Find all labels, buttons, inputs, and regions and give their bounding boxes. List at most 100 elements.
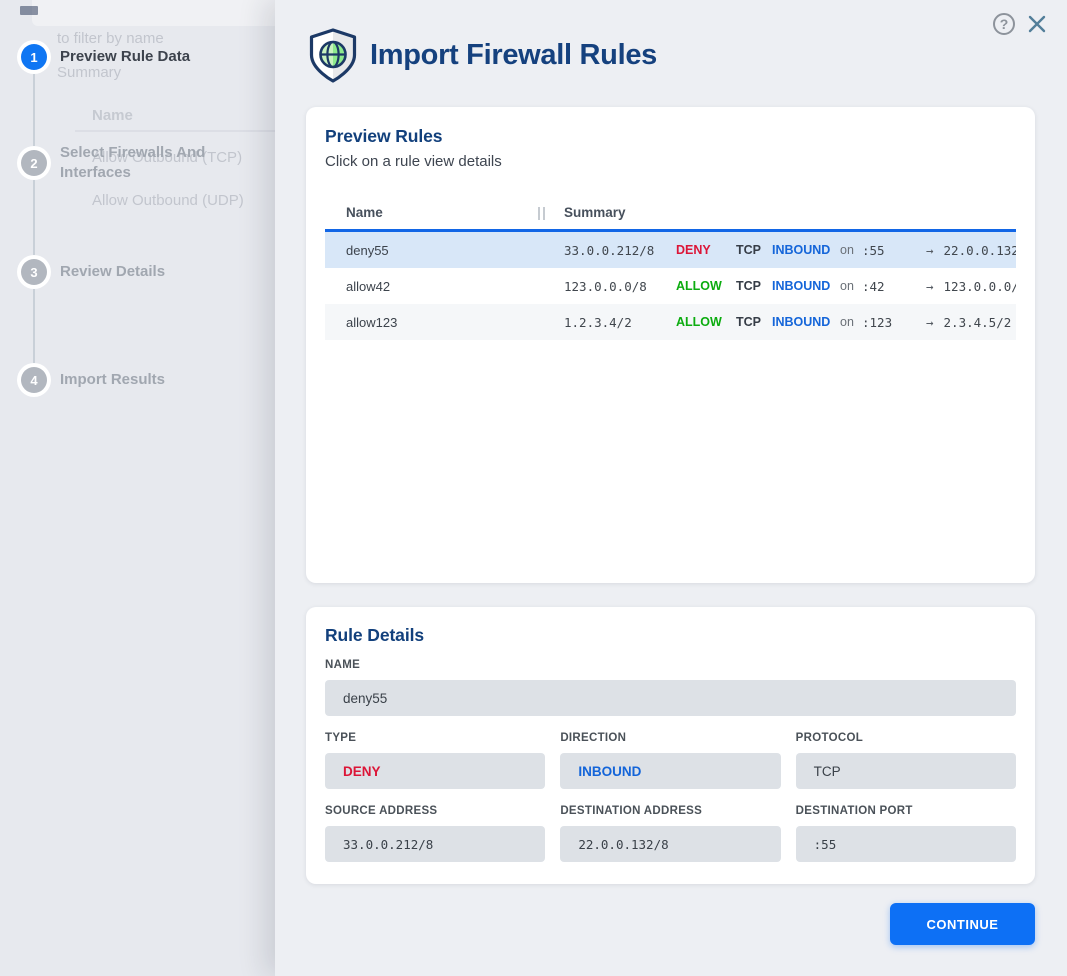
arrow-icon: → bbox=[926, 314, 934, 330]
column-header-name[interactable]: Name bbox=[346, 205, 564, 220]
background-row-allow-tcp: Allow Outbound (TCP) bbox=[92, 149, 243, 166]
step-import-results: 4 Import Results bbox=[21, 367, 165, 393]
summary-port: :123 bbox=[862, 314, 893, 330]
destination-port-field-group: DESTINATION PORT :55 bbox=[795, 789, 1016, 862]
summary-source: 123.0.0.0/8 bbox=[564, 278, 647, 294]
step-review-details: 3 Review Details bbox=[21, 259, 165, 285]
direction-field: INBOUND bbox=[560, 753, 781, 789]
summary-port: :55 bbox=[862, 242, 885, 258]
background-filter-hint: to filter by name bbox=[57, 30, 164, 47]
name-field: deny55 bbox=[325, 680, 1016, 716]
rule-row-allow42[interactable]: allow42 123.0.0.0/8 ALLOW TCP INBOUND on… bbox=[325, 268, 1016, 304]
summary-direction: INBOUND bbox=[772, 315, 831, 329]
protocol-field-label: PROTOCOL bbox=[795, 732, 864, 744]
step-select-firewalls: 2 Select Firewalls And Interfaces bbox=[21, 143, 232, 183]
summary-on-word: on bbox=[840, 243, 854, 257]
rule-name: allow123 bbox=[346, 314, 398, 330]
direction-field-label: DIRECTION bbox=[560, 732, 627, 744]
type-field: DENY bbox=[325, 753, 546, 789]
summary-action: DENY bbox=[676, 243, 711, 257]
type-field-label: TYPE bbox=[325, 732, 357, 744]
protocol-field-group: PROTOCOL TCP bbox=[795, 716, 1016, 789]
summary-destination: 123.0.0.0/8 bbox=[943, 278, 1016, 294]
modal-footer: CONTINUE bbox=[306, 903, 1035, 945]
modal-panel: ? bbox=[275, 0, 1067, 976]
background-card-edge bbox=[32, 0, 275, 26]
rule-row-deny55[interactable]: deny55 33.0.0.212/8 DENY TCP INBOUND on … bbox=[325, 232, 1016, 268]
rule-name: deny55 bbox=[346, 242, 389, 258]
close-icon[interactable] bbox=[1026, 13, 1048, 35]
step-1-indicator: 1 bbox=[21, 44, 47, 70]
help-icon[interactable]: ? bbox=[993, 13, 1015, 35]
details-grid-row-2: SOURCE ADDRESS 33.0.0.212/8 DESTINATION … bbox=[325, 789, 1016, 862]
column-header-summary[interactable]: Summary bbox=[564, 204, 626, 220]
rule-summary: 123.0.0.0/8 ALLOW TCP INBOUND on :42 → 1… bbox=[564, 279, 1016, 294]
preview-rules-card: Preview Rules Click on a rule view detai… bbox=[306, 107, 1035, 583]
direction-field-group: DIRECTION INBOUND bbox=[560, 716, 781, 789]
summary-direction: INBOUND bbox=[772, 279, 831, 293]
name-field-label: NAME bbox=[325, 659, 361, 671]
summary-on-word: on bbox=[840, 315, 854, 329]
preview-rules-title: Preview Rules bbox=[325, 126, 443, 146]
step-1-label: Preview Rule Data bbox=[60, 48, 191, 65]
summary-source: 33.0.0.212/8 bbox=[564, 242, 655, 258]
summary-direction: INBOUND bbox=[772, 243, 831, 257]
rule-row-allow123[interactable]: allow123 1.2.3.4/2 ALLOW TCP INBOUND on … bbox=[325, 304, 1016, 340]
preview-rules-subtitle: Click on a rule view details bbox=[325, 153, 502, 170]
details-grid-row-1: TYPE DENY DIRECTION INBOUND PROTOCOL TCP bbox=[325, 716, 1016, 789]
continue-button[interactable]: CONTINUE bbox=[890, 903, 1035, 945]
arrow-icon: → bbox=[926, 278, 934, 294]
rule-summary: 1.2.3.4/2 ALLOW TCP INBOUND on :123 → 2.… bbox=[564, 315, 1016, 330]
summary-destination: 22.0.0.132/8 bbox=[943, 242, 1016, 258]
step-preview-rule-data[interactable]: 1 Preview Rule Data bbox=[21, 44, 190, 70]
wizard-stepper: 1 Preview Rule Data 2 Select Firewalls A… bbox=[0, 0, 275, 976]
summary-port: :42 bbox=[862, 278, 885, 294]
destination-address-field-group: DESTINATION ADDRESS 22.0.0.132/8 bbox=[560, 789, 781, 862]
summary-source: 1.2.3.4/2 bbox=[564, 314, 632, 330]
rule-summary: 33.0.0.212/8 DENY TCP INBOUND on :55 → 2… bbox=[564, 243, 1016, 258]
step-4-indicator: 4 bbox=[21, 367, 47, 393]
destination-address-field-label: DESTINATION ADDRESS bbox=[560, 805, 703, 817]
protocol-field: TCP bbox=[795, 753, 1016, 789]
destination-address-field: 22.0.0.132/8 bbox=[560, 826, 781, 862]
background-row-allow-udp: Allow Outbound (UDP) bbox=[92, 192, 244, 209]
table-header-rule bbox=[325, 229, 1016, 232]
background-name-column: Name bbox=[92, 107, 133, 124]
step-2-label: Select Firewalls And Interfaces bbox=[60, 144, 206, 181]
rule-details-card: Rule Details NAME deny55 TYPE DENY DIREC… bbox=[306, 607, 1035, 884]
step-3-label: Review Details bbox=[60, 263, 166, 280]
destination-port-field: :55 bbox=[795, 826, 1016, 862]
stepper-connector-line bbox=[33, 57, 35, 380]
rules-table-header: Name Summary bbox=[325, 196, 1016, 228]
background-header-underline bbox=[75, 130, 275, 132]
page-title: Import Firewall Rules bbox=[370, 38, 657, 71]
source-address-field: 33.0.0.212/8 bbox=[325, 826, 546, 862]
destination-port-field-label: DESTINATION PORT bbox=[795, 805, 913, 817]
type-field-group: TYPE DENY bbox=[325, 716, 546, 789]
summary-destination: 2.3.4.5/2 bbox=[943, 314, 1012, 330]
rule-details-title: Rule Details bbox=[325, 625, 424, 645]
column-resize-handle[interactable] bbox=[538, 206, 545, 220]
background-logo-chip bbox=[20, 6, 38, 15]
rule-name: allow42 bbox=[346, 278, 391, 294]
step-2-indicator: 2 bbox=[21, 150, 47, 176]
shield-globe-icon bbox=[306, 27, 360, 84]
source-address-field-label: SOURCE ADDRESS bbox=[325, 805, 438, 817]
step-4-label: Import Results bbox=[60, 371, 166, 388]
source-address-field-group: SOURCE ADDRESS 33.0.0.212/8 bbox=[325, 789, 546, 862]
summary-on-word: on bbox=[840, 279, 854, 293]
arrow-icon: → bbox=[926, 242, 934, 258]
background-summary-label: Summary bbox=[57, 64, 122, 81]
column-name-label: Name bbox=[346, 204, 383, 220]
step-3-indicator: 3 bbox=[21, 259, 47, 285]
modal-controls: ? bbox=[993, 13, 1048, 35]
summary-protocol: TCP bbox=[736, 243, 761, 257]
summary-protocol: TCP bbox=[736, 315, 761, 329]
rules-table: Name Summary deny55 33.0.0.212/8 DENY TC… bbox=[325, 196, 1016, 340]
summary-protocol: TCP bbox=[736, 279, 761, 293]
summary-action: ALLOW bbox=[676, 279, 722, 293]
modal-header: Import Firewall Rules bbox=[306, 27, 1035, 83]
summary-action: ALLOW bbox=[676, 315, 722, 329]
